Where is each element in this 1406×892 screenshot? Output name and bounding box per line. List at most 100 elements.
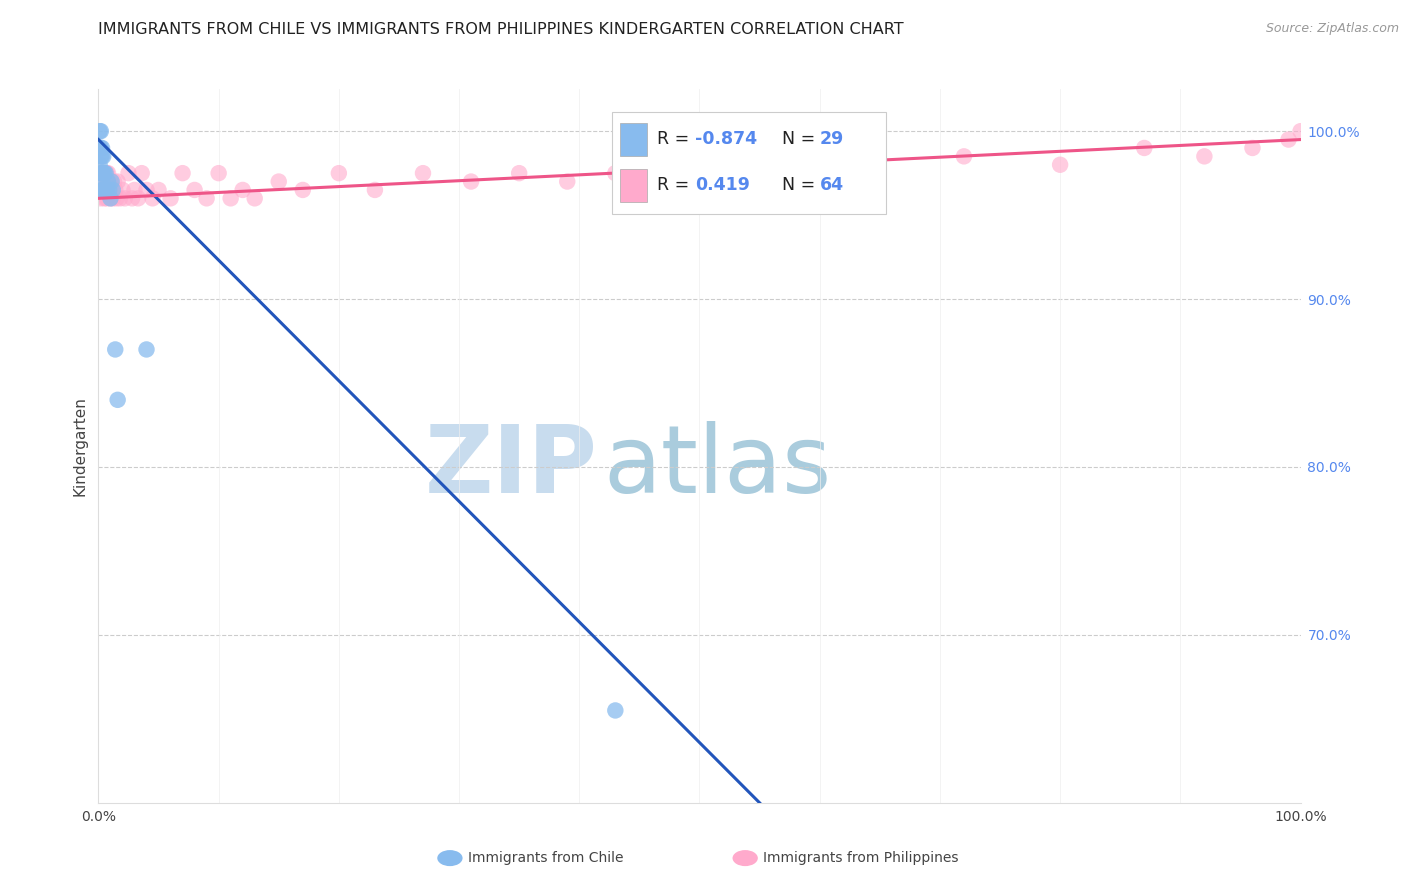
- Point: [135, 343, 157, 357]
- Text: Immigrants from Philippines: Immigrants from Philippines: [763, 851, 959, 865]
- Point: [141, 191, 163, 205]
- Point: [93, 166, 115, 180]
- Point: [291, 183, 314, 197]
- Text: atlas: atlas: [603, 421, 831, 514]
- Point: [98, 183, 121, 197]
- Text: 64: 64: [820, 177, 844, 194]
- Point: [460, 175, 482, 189]
- Point: [90, 175, 112, 189]
- Point: [605, 166, 627, 180]
- Point: [555, 175, 578, 189]
- Point: [107, 175, 129, 189]
- Point: [328, 166, 350, 180]
- Point: [100, 175, 122, 189]
- Text: Immigrants from Chile: Immigrants from Chile: [468, 851, 624, 865]
- Point: [94, 166, 117, 180]
- Point: [91, 166, 114, 180]
- Point: [100, 175, 122, 189]
- Point: [91, 149, 114, 163]
- FancyBboxPatch shape: [620, 123, 647, 155]
- Point: [93, 191, 115, 205]
- Point: [91, 141, 114, 155]
- Point: [1289, 124, 1312, 138]
- Point: [96, 166, 118, 180]
- Point: [232, 183, 254, 197]
- Point: [148, 183, 170, 197]
- Point: [91, 183, 114, 197]
- Point: [91, 166, 114, 180]
- Point: [195, 191, 218, 205]
- Point: [100, 183, 122, 197]
- Point: [124, 183, 146, 197]
- Point: [90, 141, 112, 155]
- Point: [94, 183, 117, 197]
- Point: [104, 343, 127, 357]
- Point: [94, 166, 117, 180]
- Point: [103, 175, 125, 189]
- Point: [91, 166, 114, 180]
- Point: [267, 175, 290, 189]
- Point: [89, 166, 111, 180]
- Point: [97, 183, 120, 197]
- Point: [111, 183, 134, 197]
- Text: IMMIGRANTS FROM CHILE VS IMMIGRANTS FROM PHILIPPINES KINDERGARTEN CORRELATION CH: IMMIGRANTS FROM CHILE VS IMMIGRANTS FROM…: [98, 22, 904, 37]
- Point: [1133, 141, 1156, 155]
- Point: [114, 191, 136, 205]
- Point: [101, 191, 124, 205]
- Point: [91, 183, 114, 197]
- Point: [105, 191, 128, 205]
- Point: [89, 158, 111, 172]
- Point: [508, 166, 530, 180]
- Text: -0.874: -0.874: [695, 130, 758, 148]
- Point: [364, 183, 387, 197]
- Point: [94, 183, 117, 197]
- Point: [89, 141, 111, 155]
- Point: [412, 166, 434, 180]
- Point: [104, 183, 127, 197]
- Point: [208, 166, 231, 180]
- Point: [96, 191, 118, 205]
- Y-axis label: Kindergarten: Kindergarten: [72, 396, 87, 496]
- Text: Source: ZipAtlas.com: Source: ZipAtlas.com: [1265, 22, 1399, 36]
- Point: [91, 175, 114, 189]
- Point: [100, 191, 122, 205]
- Point: [243, 191, 266, 205]
- Point: [90, 124, 112, 138]
- Point: [90, 149, 112, 163]
- Point: [121, 191, 143, 205]
- Text: ZIP: ZIP: [425, 421, 598, 514]
- Point: [856, 166, 879, 180]
- Point: [772, 158, 794, 172]
- FancyBboxPatch shape: [612, 112, 886, 214]
- Text: 0.419: 0.419: [695, 177, 751, 194]
- Point: [689, 166, 711, 180]
- Point: [97, 166, 120, 180]
- Point: [159, 191, 181, 205]
- Point: [1277, 132, 1299, 146]
- Point: [135, 183, 157, 197]
- Point: [89, 124, 111, 138]
- Point: [93, 183, 115, 197]
- Point: [91, 183, 114, 197]
- Text: R =: R =: [657, 177, 700, 194]
- Point: [219, 191, 242, 205]
- Point: [90, 166, 112, 180]
- Point: [107, 392, 129, 407]
- Point: [89, 183, 111, 197]
- Point: [91, 166, 114, 180]
- Point: [131, 166, 153, 180]
- Point: [172, 166, 194, 180]
- Point: [1241, 141, 1264, 155]
- Point: [91, 149, 114, 163]
- Point: [90, 166, 112, 180]
- Point: [127, 191, 149, 205]
- Point: [605, 703, 627, 717]
- Text: 29: 29: [820, 130, 844, 148]
- Point: [1194, 149, 1216, 163]
- Point: [953, 149, 976, 163]
- Text: N =: N =: [782, 177, 820, 194]
- Point: [93, 175, 115, 189]
- Point: [96, 183, 118, 197]
- Point: [101, 183, 124, 197]
- Point: [98, 183, 121, 197]
